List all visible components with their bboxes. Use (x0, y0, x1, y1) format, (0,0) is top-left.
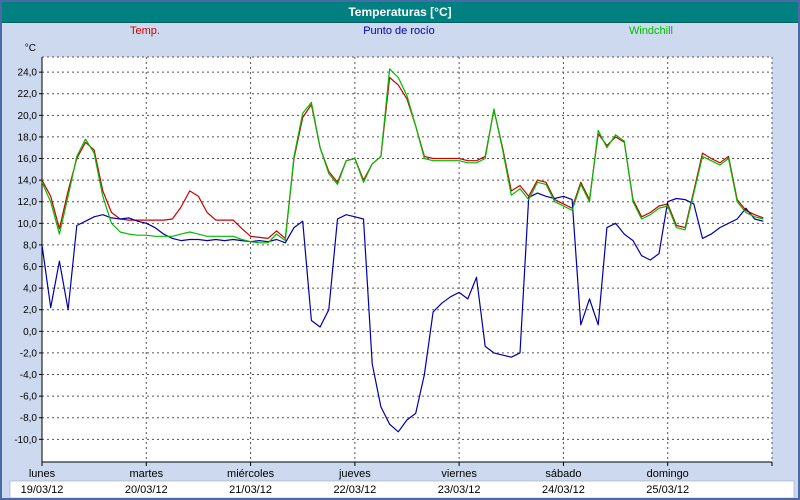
day-name-label: martes (129, 468, 163, 480)
y-tick-label: 14,0 (18, 176, 38, 187)
plot-area (42, 57, 772, 462)
day-name-label: viernes (441, 468, 477, 480)
chart-title: Temperaturas [°C] (348, 5, 452, 19)
legend-item-temp: Temp. (130, 25, 160, 37)
day-name-label: sábado (545, 468, 581, 480)
y-tick-label: -4,0 (20, 370, 38, 381)
day-date-label: 21/03/12 (229, 484, 272, 496)
day-name-label: jueves (338, 468, 371, 480)
chart-legend: Temp. Punto de rocío Windchill (2, 25, 798, 41)
y-tick-label: 20,0 (18, 111, 38, 122)
legend-item-windchill: Windchill (628, 25, 674, 37)
series-line-1 (41, 192, 764, 433)
y-tick-label: -2,0 (20, 348, 38, 359)
day-date-label: 23/03/12 (438, 484, 481, 496)
y-tick-label: 6,0 (23, 262, 37, 273)
series-line-2 (41, 68, 764, 244)
y-tick-label: 22,0 (18, 89, 38, 100)
y-tick-label: 2,0 (23, 305, 37, 316)
date-band (9, 480, 795, 498)
y-tick-label: -10,0 (14, 435, 37, 446)
y-axis-unit-label: °C (25, 43, 36, 54)
y-tick-label: 0,0 (23, 327, 37, 338)
day-date-label: 22/03/12 (333, 484, 376, 496)
series-line-0 (41, 76, 764, 239)
day-date-label: 19/03/12 (21, 484, 64, 496)
day-date-label: 24/03/12 (542, 484, 585, 496)
y-tick-label: 10,0 (18, 219, 38, 230)
day-name-label: miércoles (227, 468, 275, 480)
y-tick-label: -8,0 (20, 413, 38, 424)
y-tick-label: 24,0 (18, 68, 38, 79)
day-name-label: lunes (29, 468, 56, 480)
y-tick-label: 4,0 (23, 284, 37, 295)
day-date-label: 20/03/12 (125, 484, 168, 496)
y-tick-label: 12,0 (18, 197, 38, 208)
y-tick-label: 8,0 (23, 240, 37, 251)
y-tick-label: 16,0 (18, 154, 38, 165)
day-date-label: 25/03/12 (646, 484, 689, 496)
title-bar: Temperaturas [°C] (2, 2, 798, 23)
legend-item-dewpoint: Punto de rocío (363, 25, 435, 37)
y-tick-label: -6,0 (20, 392, 38, 403)
day-name-label: domingo (647, 468, 689, 480)
y-tick-label: 18,0 (18, 132, 38, 143)
